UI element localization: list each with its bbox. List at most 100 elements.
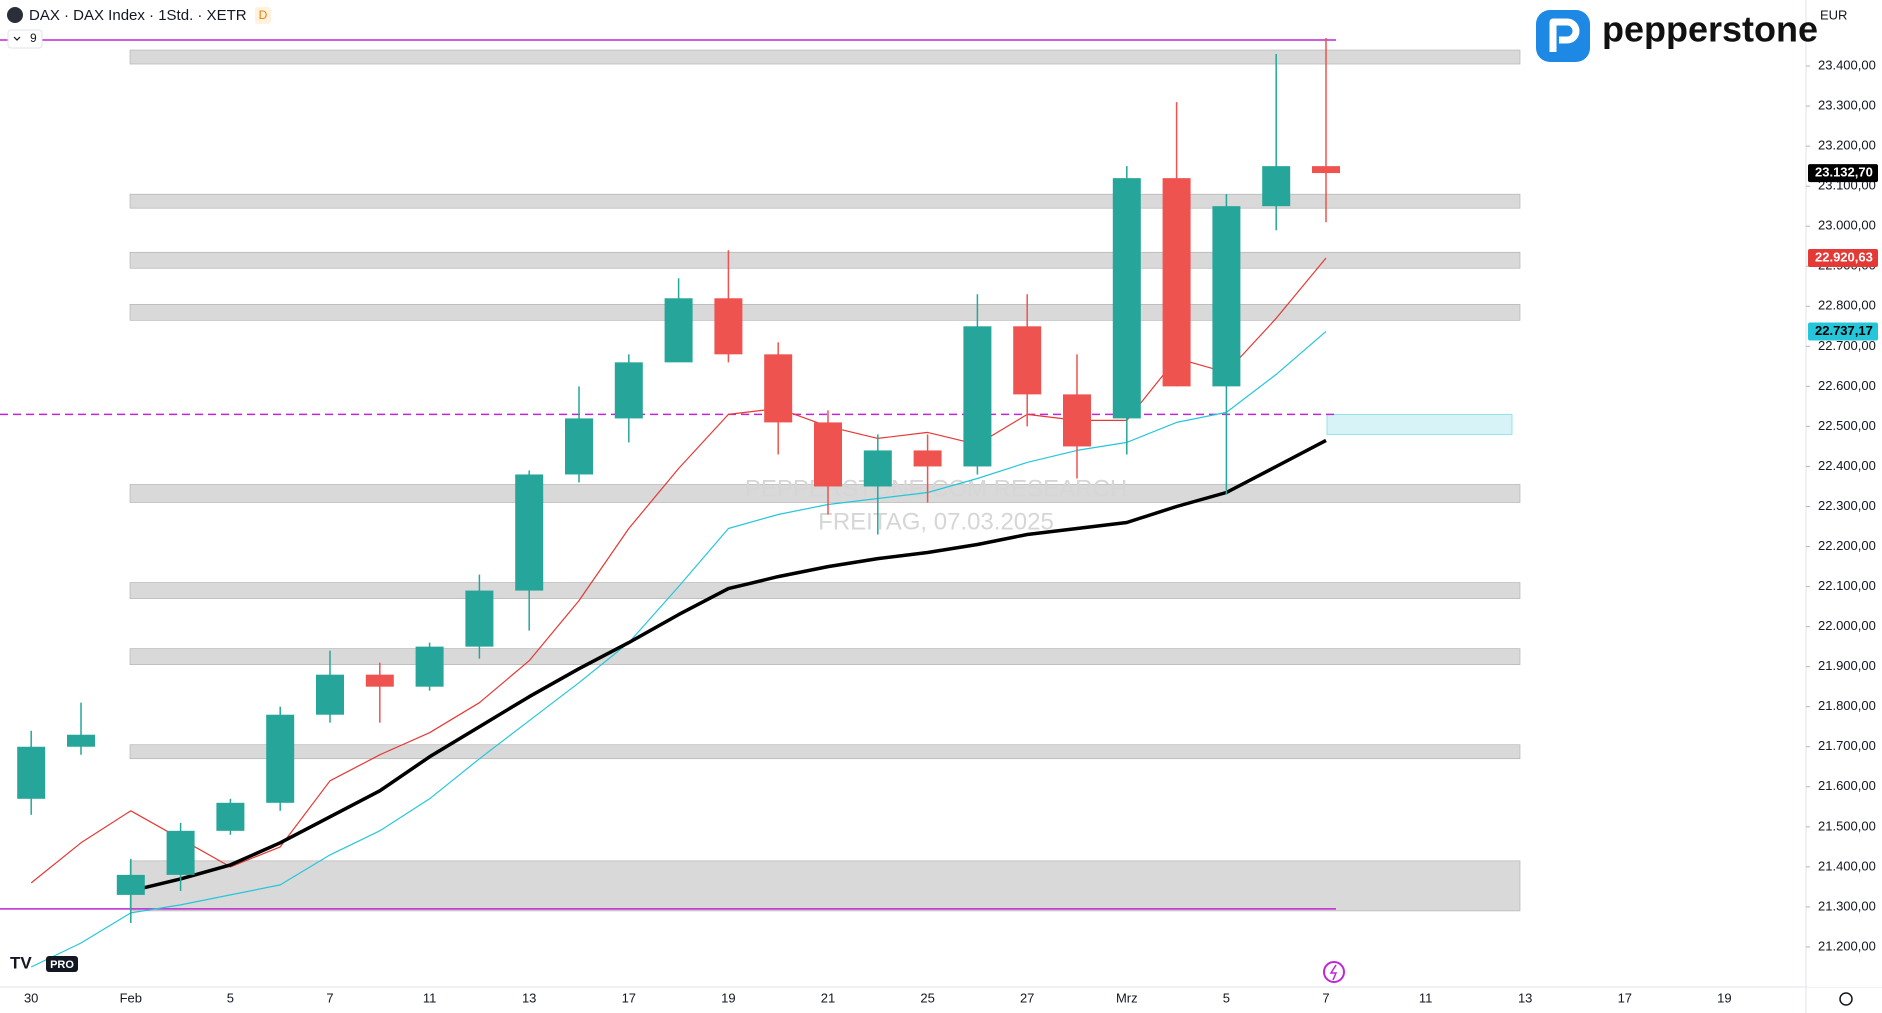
badge: D <box>259 8 268 22</box>
settings-icon[interactable] <box>1839 992 1853 1006</box>
x-tick-label: Feb <box>120 990 142 1005</box>
y-tick-label: 21.900,00 <box>1818 658 1876 673</box>
price-zone <box>129 860 1521 912</box>
price-label: 22.737,17 <box>1815 323 1873 338</box>
brand-icon <box>1536 10 1590 62</box>
y-tick-label: 21.200,00 <box>1818 938 1876 953</box>
x-tick-label: 5 <box>1223 990 1230 1005</box>
y-tick-label: 21.500,00 <box>1818 818 1876 833</box>
candle-body <box>814 422 842 487</box>
watermark: PEPPERSTONE.COM RESEARCH FREITAG, 07.03.… <box>745 475 1127 535</box>
alert-icon[interactable] <box>1323 961 1345 983</box>
candle-body <box>1162 178 1191 387</box>
x-tick-label: 7 <box>326 990 333 1005</box>
candle-body <box>664 298 693 363</box>
pro-badge <box>46 956 78 972</box>
brand-name: pepperstone <box>1602 9 1818 50</box>
candle-body <box>614 362 643 419</box>
price-zone <box>129 648 1521 665</box>
y-tick-label: 21.400,00 <box>1818 858 1876 873</box>
x-tick-label: 21 <box>821 990 835 1005</box>
y-tick-label: 21.800,00 <box>1818 698 1876 713</box>
y-tick-label: 23.400,00 <box>1818 57 1876 72</box>
axes: 21.200,00 21.300,00 21.400,00 21.500,00 21.6… <box>24 0 1882 1005</box>
price-zone <box>129 193 1521 209</box>
y-tick-label: 23.200,00 <box>1818 138 1876 153</box>
candle-body <box>1013 326 1042 395</box>
candles <box>17 38 1340 923</box>
candle-body <box>166 830 195 875</box>
candle-body <box>17 746 46 799</box>
candle-body <box>1212 206 1241 387</box>
x-tick-label: 19 <box>721 990 735 1005</box>
target-zone <box>1326 413 1513 435</box>
x-tick-label: 17 <box>622 990 636 1005</box>
candle-body <box>266 714 295 803</box>
indicator-count: 9 <box>30 31 37 45</box>
x-tick-label: 30 <box>24 990 38 1005</box>
candle-body <box>565 418 593 475</box>
candle-body <box>116 874 145 895</box>
moving-average <box>30 330 1327 968</box>
x-tick-label: 5 <box>227 990 234 1005</box>
price-label-bg <box>1808 322 1878 341</box>
candle-body <box>714 298 743 355</box>
candle-body <box>1112 178 1141 419</box>
alert-glyph <box>1329 964 1338 981</box>
x-tick-label: 25 <box>920 990 934 1005</box>
y-tick-label: 22.000,00 <box>1818 618 1876 633</box>
x-tick-label: 7 <box>1322 990 1329 1005</box>
levels <box>0 39 1336 910</box>
y-tick-label: 22.200,00 <box>1818 538 1876 553</box>
price-label: 23.132,70 <box>1815 165 1873 180</box>
price-zone <box>129 303 1521 321</box>
x-tick-label: 13 <box>1518 990 1532 1005</box>
candle-body <box>216 802 245 831</box>
brand-glyph <box>1549 18 1580 52</box>
badge-bg <box>255 7 271 24</box>
x-tick-label: 27 <box>1020 990 1034 1005</box>
x-tick-label: 19 <box>1717 990 1731 1005</box>
currency[interactable]: EUR <box>1820 7 1847 22</box>
y-tick-label: 21.700,00 <box>1818 738 1876 753</box>
price-label: 22.920,63 <box>1815 249 1873 264</box>
moving-average <box>130 438 1327 893</box>
price-zone <box>129 582 1521 599</box>
indicator-toggle[interactable] <box>7 29 43 49</box>
y-tick-label: 22.800,00 <box>1818 298 1876 313</box>
candle-body <box>415 646 444 687</box>
chevron <box>13 36 21 41</box>
candle-body <box>764 354 793 423</box>
candle-body <box>1063 394 1091 447</box>
candle-body <box>515 474 544 591</box>
candle-body <box>963 326 992 467</box>
candle-body <box>316 674 344 715</box>
y-tick-label: 22.400,00 <box>1818 458 1876 473</box>
symbol-icon[interactable] <box>7 7 23 23</box>
moving-average <box>30 257 1327 884</box>
y-tick-label: 22.300,00 <box>1818 498 1876 513</box>
y-tick-label: 21.300,00 <box>1818 898 1876 913</box>
candle-body <box>1312 166 1340 174</box>
x-tick-label: 13 <box>522 990 536 1005</box>
candle-body <box>465 590 494 647</box>
candle-body <box>67 734 95 747</box>
watermark-text: FREITAG, 07.03.2025 <box>818 508 1054 535</box>
y-tick-label: 22.600,00 <box>1818 378 1876 393</box>
y-tick-label: 22.700,00 <box>1818 338 1876 353</box>
x-tick-label: 11 <box>423 990 437 1005</box>
moving-averages <box>30 257 1327 968</box>
candle-body <box>1262 166 1291 207</box>
price-zone <box>129 49 1521 65</box>
price-label-bg <box>1808 248 1878 267</box>
candle-body <box>365 674 394 687</box>
candle-body <box>863 450 892 487</box>
symbol-title[interactable]: DAX · DAX Index · 1Std. · XETR <box>29 7 247 24</box>
y-tick-label: 22.500,00 <box>1818 418 1876 433</box>
y-tick-label: 23.000,00 <box>1818 218 1876 233</box>
x-tick-label: 11 <box>1419 990 1433 1005</box>
tv-logo: TV <box>10 953 32 972</box>
